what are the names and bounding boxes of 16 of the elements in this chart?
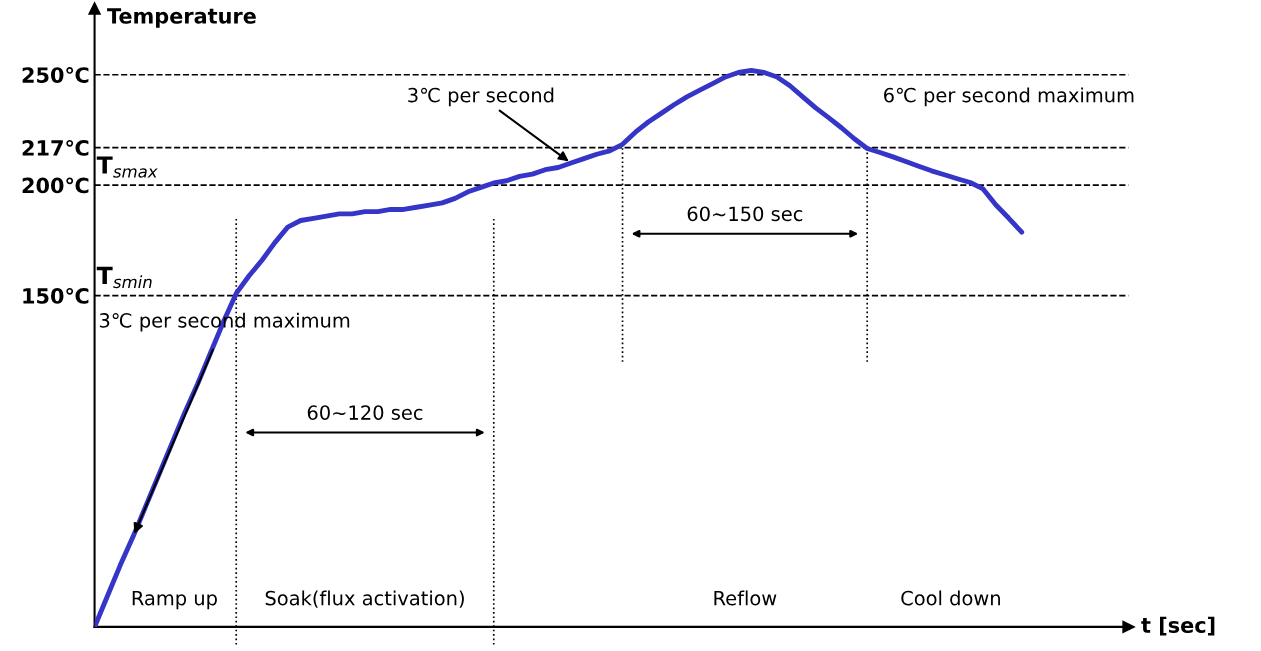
annotation: 60~150 sec: [687, 206, 803, 222]
y-tick-label: 150℃: [23, 287, 89, 304]
y-tick-label: 217℃: [22, 139, 89, 156]
annotation: T$_{smin}$: [96, 266, 152, 289]
annotation: Soak(flux activation): [265, 590, 464, 608]
annotation: 3℃ per second: [408, 87, 554, 107]
annotation: T$_{smax}$: [96, 156, 158, 178]
annotation: Reflow: [714, 590, 777, 606]
y-tick-label: 250℃: [22, 67, 89, 83]
y-axis-title: Temperature: [107, 8, 256, 28]
y-tick-label: 200℃: [22, 177, 89, 194]
annotation: 6℃ per second maximum: [884, 87, 1134, 107]
text: t [sec]: [1141, 616, 1215, 636]
annotation: 60~120 sec: [307, 405, 423, 420]
annotation: Ramp up: [132, 591, 217, 610]
annotation: Cool down: [901, 590, 1000, 606]
